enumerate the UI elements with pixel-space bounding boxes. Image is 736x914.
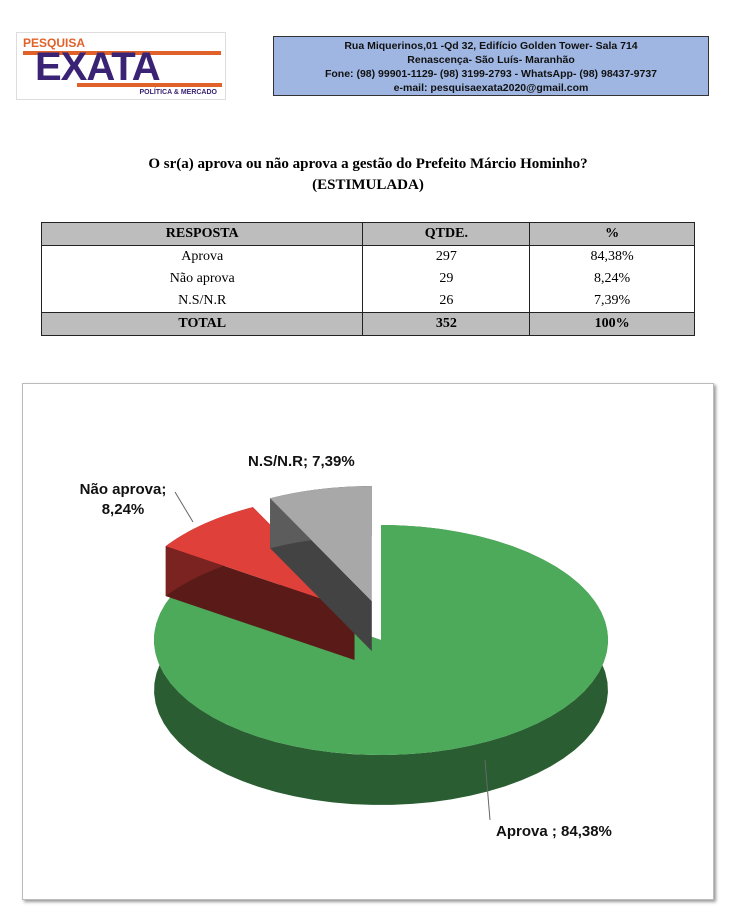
cell: 297 bbox=[362, 245, 531, 268]
table-row: Aprova 297 84,38% bbox=[40, 245, 695, 268]
data-label-nao-aprova: Não aprova; 8,24% bbox=[79, 481, 167, 518]
cell: 29 bbox=[362, 268, 531, 290]
slice-aprova-top bbox=[154, 525, 609, 755]
phone-line: Fone: (98) 99901-1129- (98) 3199-2793 - … bbox=[324, 68, 658, 80]
cell: TOTAL bbox=[40, 312, 364, 336]
total-row: TOTAL 352 100% bbox=[40, 312, 695, 336]
slice-nao-aprova-wall bbox=[165, 507, 355, 661]
cell: N.S/N.R bbox=[40, 290, 364, 313]
logo-bottom-text: POLÍTICA & MERCADO bbox=[139, 89, 217, 96]
slice-nsnr-top bbox=[270, 486, 372, 602]
cell: 7,39% bbox=[529, 290, 695, 313]
logo-main-text: EXATA bbox=[35, 45, 161, 89]
question-title: O sr(a) aprova ou não aprova a gestão do… bbox=[0, 154, 736, 196]
cell: 8,24% bbox=[529, 268, 695, 290]
cell: Aprova bbox=[40, 245, 364, 268]
header-resposta: RESPOSTA bbox=[40, 222, 364, 246]
address-line: Rua Miquerinos,01 -Qd 32, Edifício Golde… bbox=[344, 40, 638, 52]
cell: 100% bbox=[529, 312, 695, 336]
table-row: Não aprova 29 8,24% bbox=[40, 268, 695, 290]
header-percent: % bbox=[529, 222, 695, 246]
data-label-nsnr: N.S/N.R; 7,39% bbox=[248, 453, 355, 470]
cell: Não aprova bbox=[40, 268, 364, 290]
cell: 352 bbox=[362, 312, 531, 336]
logo-top-text: PESQUISA bbox=[23, 36, 86, 50]
question-text: O sr(a) aprova ou não aprova a gestão do… bbox=[148, 156, 588, 172]
slice-nsnr bbox=[270, 486, 372, 652]
leader-line bbox=[484, 759, 491, 821]
cell: 84,38% bbox=[529, 245, 695, 268]
leader-line bbox=[174, 491, 194, 523]
results-table: RESPOSTA QTDE. % Aprova 297 84,38% Não apr… bbox=[40, 222, 695, 336]
pesquisa-exata-logo: PESQUISA EXATA POLÍTICA & MERCADO bbox=[16, 32, 226, 100]
chart-frame bbox=[22, 383, 714, 900]
table-row: N.S/N.R 26 7,39% bbox=[40, 290, 695, 313]
email-line: e-mail: pesquisaexata2020@gmail.com bbox=[393, 82, 589, 94]
cell: 26 bbox=[362, 290, 531, 313]
address-line: Renascença- São Luís- Maranhão bbox=[407, 54, 575, 66]
question-type: (ESTIMULADA) bbox=[312, 177, 424, 193]
header-qtde: QTDE. bbox=[362, 222, 531, 246]
data-label-aprova: Aprova ; 84,38% bbox=[496, 823, 612, 840]
address-box: Rua Miquerinos,01 -Qd 32, Edifício Golde… bbox=[273, 36, 709, 96]
